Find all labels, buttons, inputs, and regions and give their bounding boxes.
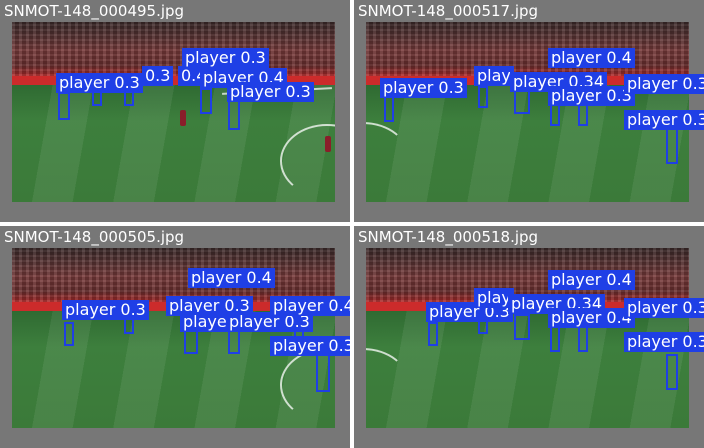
detection-box bbox=[184, 330, 198, 354]
detection-box bbox=[514, 314, 530, 340]
detection-label: player 0.3 bbox=[624, 298, 704, 318]
image-panel-3: SNMOT-148_000505.jpg player 0.4 player 0… bbox=[0, 226, 350, 448]
image-panel-1: SNMOT-148_000495.jpg player 0.3 0.3 0.4 … bbox=[0, 0, 350, 222]
detection-box bbox=[58, 92, 70, 120]
detection-box bbox=[578, 326, 588, 352]
detection-label: player 0.3 bbox=[166, 296, 253, 316]
detection-label: 0.3 bbox=[142, 66, 174, 86]
detection-label: player 0.4 bbox=[270, 296, 350, 316]
grid-divider-horizontal bbox=[0, 222, 704, 226]
detection-label: player 0.4 bbox=[188, 268, 275, 288]
detection-box bbox=[200, 88, 212, 114]
detection-box bbox=[228, 330, 240, 354]
panel-title: SNMOT-148_000517.jpg bbox=[358, 2, 539, 20]
detection-box bbox=[316, 354, 330, 392]
detection-label: player 0.3 bbox=[56, 73, 143, 93]
detection-label: player 0.3 bbox=[624, 332, 704, 352]
panel-title: SNMOT-148_000495.jpg bbox=[4, 2, 185, 20]
detection-box bbox=[666, 128, 678, 164]
detection-label: play bbox=[474, 66, 514, 86]
detection-label: player 0.3 bbox=[624, 110, 704, 130]
image-panel-4: SNMOT-148_000518.jpg player 0.4 player 0… bbox=[354, 226, 704, 448]
panel-title: SNMOT-148_000518.jpg bbox=[358, 228, 539, 246]
detection-label: player 0.3 bbox=[624, 74, 704, 94]
detection-label: player 0.3 bbox=[270, 336, 350, 356]
detection-box bbox=[478, 86, 488, 108]
detection-label: player 0.3 bbox=[226, 312, 313, 332]
detection-label: player 0.3 bbox=[548, 86, 635, 106]
detection-box bbox=[550, 326, 560, 352]
detection-label: player 0.4 bbox=[548, 308, 635, 328]
pitch-image bbox=[12, 22, 335, 202]
detection-box bbox=[428, 322, 438, 346]
panel-title: SNMOT-148_000505.jpg bbox=[4, 228, 185, 246]
detection-label: player 0.3 bbox=[62, 300, 149, 320]
detection-box bbox=[384, 96, 394, 122]
detection-box bbox=[666, 354, 678, 390]
detection-label: player 0.4 bbox=[548, 48, 635, 68]
detection-label: player 0.3 bbox=[182, 48, 269, 68]
detection-label: player 0.3 bbox=[380, 78, 467, 98]
image-panel-2: SNMOT-148_000517.jpg player 0.4 player 0… bbox=[354, 0, 704, 222]
detection-label: play bbox=[474, 288, 514, 308]
detection-label: player 0.4 bbox=[548, 270, 635, 290]
detection-box bbox=[228, 100, 240, 130]
detection-label: player 0.3 bbox=[227, 82, 314, 102]
detection-box bbox=[64, 322, 74, 346]
